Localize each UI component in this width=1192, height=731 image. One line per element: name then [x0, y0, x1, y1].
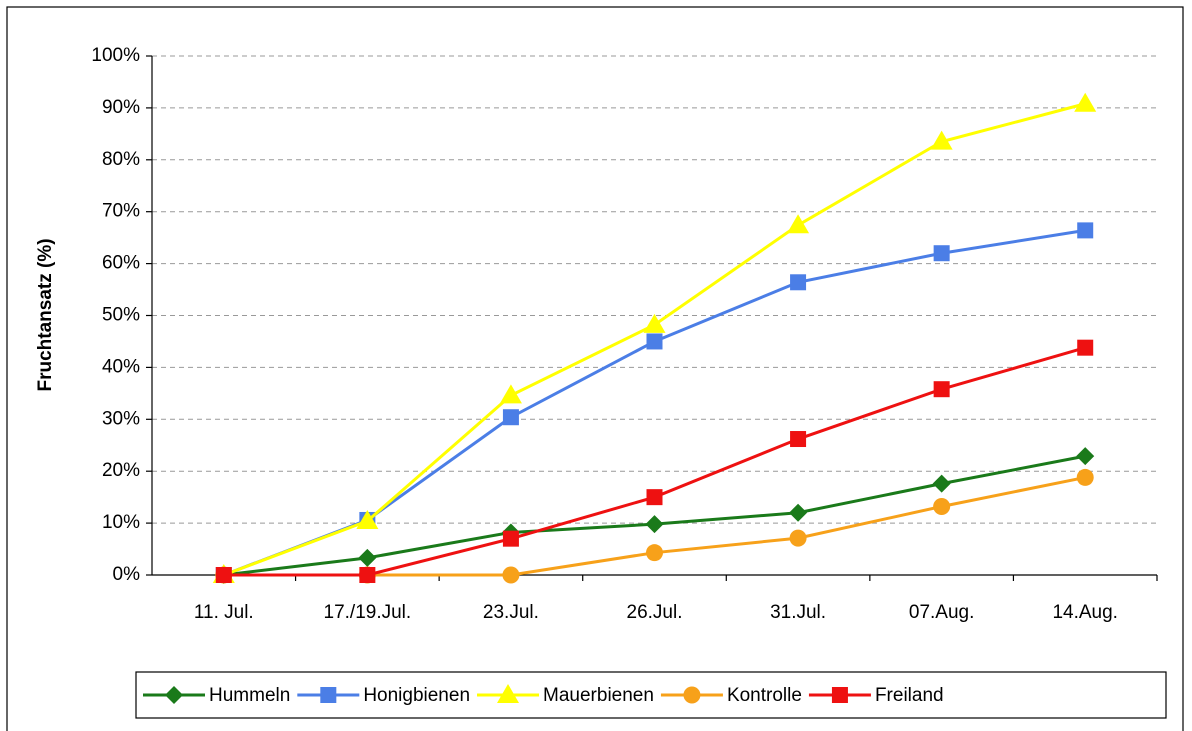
x-tick-label: 31.Jul. [770, 602, 826, 623]
y-tick-label: 80% [102, 149, 140, 170]
x-tick-label: 14.Aug. [1052, 602, 1118, 623]
legend-marker [831, 687, 848, 703]
y-tick-label: 0% [113, 564, 141, 585]
data-point [645, 515, 664, 534]
x-tick-label: 11. Jul. [194, 602, 254, 623]
data-point [1076, 468, 1094, 486]
y-tick-label: 90% [102, 97, 140, 118]
series-line [223, 346, 1086, 577]
chart-frame [6, 6, 1184, 731]
y-tick-label: 20% [102, 460, 140, 481]
y-tick-label: 10% [102, 512, 140, 533]
y-tick-label: 50% [102, 305, 140, 326]
data-point [356, 510, 379, 530]
data-point [502, 409, 519, 426]
legend-label: Freiland [875, 685, 944, 706]
data-point [933, 497, 951, 515]
data-point [646, 333, 663, 350]
y-axis-label: Fruchtansatz (%) [35, 238, 56, 391]
legend-marker [497, 684, 520, 703]
y-tick-label: 30% [102, 408, 140, 429]
data-point [789, 503, 808, 522]
data-point [359, 567, 376, 583]
data-point [643, 313, 666, 333]
data-point [646, 489, 663, 506]
x-tick-label: 23.Jul. [483, 602, 539, 623]
data-point [502, 530, 519, 547]
data-point [933, 245, 950, 262]
legend-label: Mauerbienen [543, 685, 654, 706]
data-point [933, 381, 950, 398]
data-point [790, 431, 807, 448]
legend-marker [320, 687, 337, 703]
data-point [790, 274, 807, 291]
y-tick-label: 40% [102, 356, 140, 377]
x-tick-label: 17./19.Jul. [324, 602, 412, 623]
x-tick-label: 07.Aug. [909, 602, 975, 623]
data-point [787, 214, 810, 234]
legend-label: Honigbienen [363, 685, 470, 706]
data-point [502, 566, 520, 584]
data-point [499, 384, 522, 404]
legend-label: Hummeln [209, 685, 290, 706]
legend-label: Kontrolle [727, 685, 802, 706]
data-point [789, 529, 807, 547]
y-tick-label: 60% [102, 253, 140, 274]
legend-marker [683, 686, 701, 704]
data-point [358, 548, 377, 567]
y-tick-label: 100% [91, 45, 140, 66]
x-tick-label: 26.Jul. [627, 602, 683, 623]
data-point [930, 130, 953, 150]
y-tick-label: 70% [102, 201, 140, 222]
data-point [1076, 447, 1095, 466]
data-point [932, 474, 951, 493]
data-point [1074, 92, 1097, 112]
legend-marker [165, 686, 183, 704]
data-point [646, 544, 663, 562]
data-point [215, 567, 232, 583]
data-point [1077, 222, 1094, 239]
data-point [1077, 339, 1094, 356]
legend-box [135, 671, 1167, 719]
